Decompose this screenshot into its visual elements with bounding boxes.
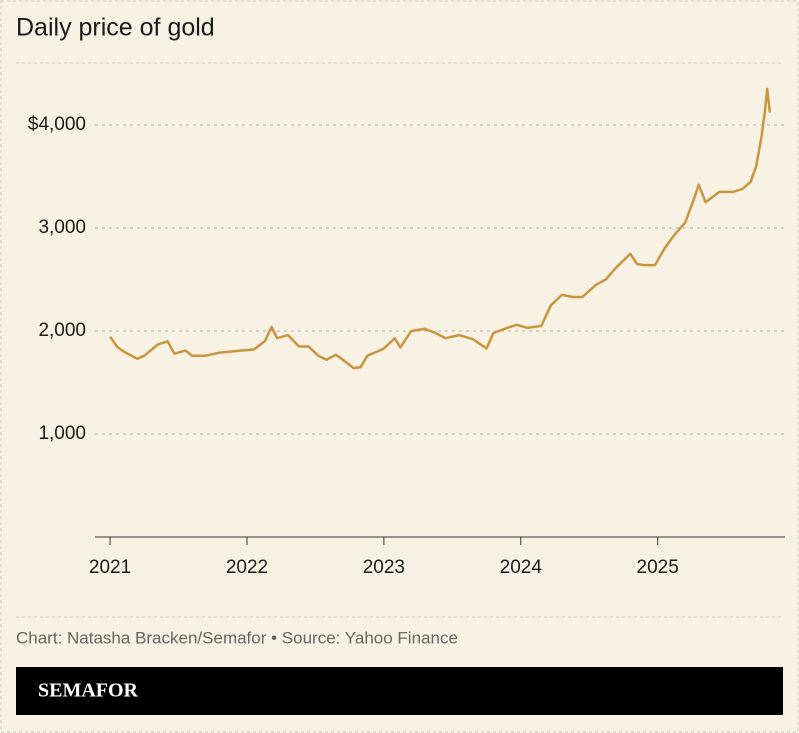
y-tick-label: 1,000: [38, 423, 86, 444]
x-tick-label: 2022: [226, 557, 268, 578]
chart-title: Daily price of gold: [16, 14, 215, 42]
y-tick-label: 3,000: [38, 217, 86, 238]
source-note: Chart: Natasha Bracken/Semafor • Source:…: [16, 628, 458, 647]
x-tick-label: 2023: [363, 557, 405, 578]
x-tick-label: 2025: [637, 557, 679, 578]
price-line: [109, 87, 772, 370]
x-tick-label: 2021: [89, 557, 131, 578]
logo: SEMAFOR: [38, 680, 139, 702]
x-tick-label: 2024: [500, 557, 543, 578]
y-tick-label: 2,000: [38, 320, 86, 341]
y-tick-label: $4,000: [28, 114, 86, 135]
logo-bar: [16, 667, 783, 715]
